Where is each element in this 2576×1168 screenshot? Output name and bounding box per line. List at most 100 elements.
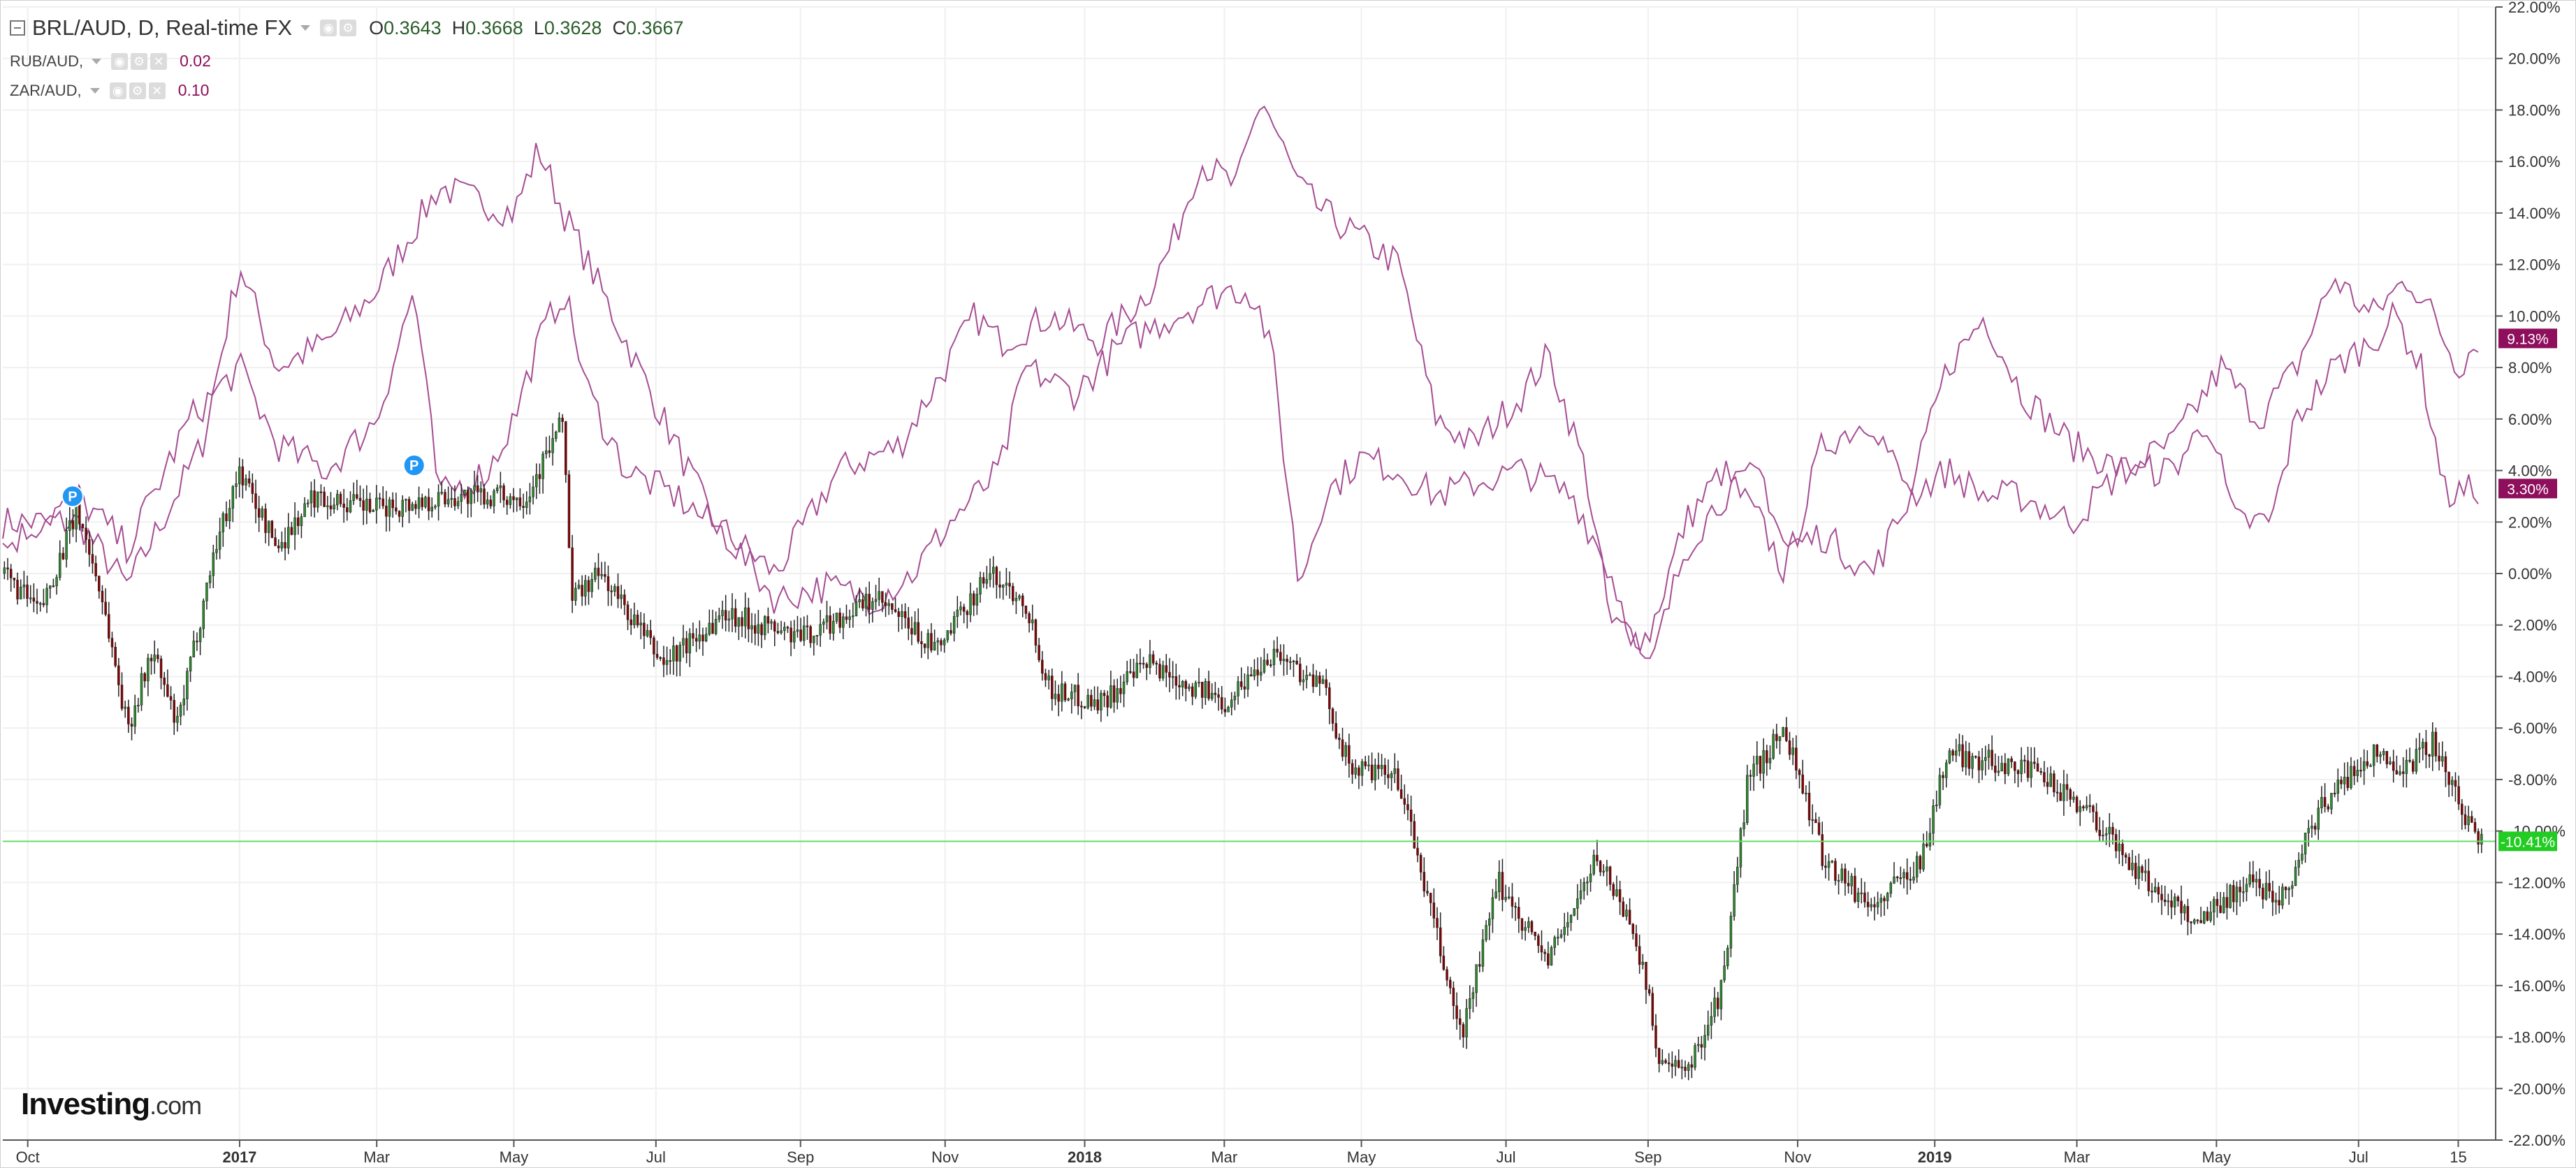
- candle: [649, 620, 652, 645]
- candle-body: [1481, 939, 1485, 967]
- candle: [1592, 849, 1595, 876]
- candle-body: [1289, 661, 1292, 663]
- candle-body: [682, 638, 685, 645]
- candle-body: [2153, 886, 2157, 892]
- candle-body: [463, 490, 466, 495]
- candle-body: [2196, 919, 2199, 921]
- candle-body: [1429, 893, 1432, 903]
- candle-body: [724, 610, 727, 621]
- chevron-down-icon[interactable]: [300, 25, 311, 31]
- candle: [2438, 742, 2440, 771]
- candle: [375, 485, 378, 524]
- compare-value: 0.10: [177, 81, 210, 99]
- close-icon[interactable]: ✕: [148, 82, 166, 99]
- candle: [1112, 679, 1116, 713]
- event-pin[interactable]: P: [61, 485, 84, 508]
- candle-body: [1436, 918, 1439, 928]
- eye-icon[interactable]: ◉: [109, 82, 126, 99]
- main-series-legend: BRL/AUD, D, Real-time FX ◉ ⚙ O0.3643 H0.…: [10, 15, 684, 41]
- candle-body: [825, 615, 829, 622]
- candle-body: [1096, 699, 1099, 710]
- chevron-down-icon[interactable]: [89, 87, 100, 94]
- candle-body: [694, 638, 698, 642]
- candle-body: [2209, 912, 2212, 921]
- candle: [2287, 886, 2290, 905]
- candle: [1338, 733, 1341, 750]
- candle-body: [316, 491, 319, 508]
- candle-body: [221, 513, 225, 532]
- candle-body: [2010, 758, 2013, 762]
- candle: [1742, 810, 1745, 837]
- close-icon[interactable]: ✕: [150, 52, 168, 70]
- candle: [698, 620, 701, 650]
- candle-body: [985, 579, 989, 584]
- y-tick-label: 8.00%: [2508, 359, 2552, 377]
- candle: [208, 570, 212, 589]
- eye-icon[interactable]: ◉: [320, 20, 337, 36]
- candle: [2451, 776, 2454, 796]
- pin-label: P: [409, 458, 419, 474]
- candle: [1647, 984, 1651, 996]
- eye-icon[interactable]: ◉: [111, 52, 129, 70]
- candle-body: [1021, 595, 1024, 606]
- candle-body: [626, 604, 630, 620]
- candle: [1599, 860, 1602, 877]
- candle: [108, 601, 110, 643]
- candle: [946, 630, 949, 643]
- candle: [1508, 886, 1511, 900]
- candle: [1325, 669, 1327, 696]
- candle: [218, 518, 221, 560]
- gear-icon[interactable]: ⚙: [131, 52, 148, 70]
- candle-body: [398, 511, 401, 517]
- candle-body: [1198, 682, 1200, 684]
- candle: [473, 470, 476, 504]
- chevron-down-icon[interactable]: [92, 58, 102, 64]
- event-pins[interactable]: PP: [61, 454, 425, 508]
- candle-body: [1442, 956, 1446, 970]
- candle: [1452, 981, 1455, 1020]
- collapse-legend-icon[interactable]: [10, 20, 25, 36]
- candle: [427, 488, 430, 520]
- candle-body: [998, 584, 1001, 588]
- candle: [701, 627, 704, 656]
- candle: [1468, 985, 1471, 1019]
- candle: [2213, 896, 2215, 926]
- gear-icon[interactable]: ⚙: [129, 82, 146, 99]
- candle-body: [476, 485, 479, 492]
- gear-icon[interactable]: ⚙: [340, 20, 357, 36]
- candle: [137, 697, 140, 713]
- candle-body: [1534, 931, 1536, 936]
- candle-body: [2082, 806, 2085, 809]
- compare-name[interactable]: RUB/AUD,: [10, 52, 84, 70]
- candle: [923, 643, 926, 654]
- candle-body: [1448, 979, 1452, 988]
- candle-body: [845, 616, 848, 620]
- candle-body: [1262, 659, 1266, 673]
- candle: [1889, 881, 1893, 898]
- candle: [1768, 745, 1772, 770]
- candle-body: [1524, 927, 1527, 931]
- candle: [1641, 954, 1645, 970]
- candle-body: [1719, 979, 1723, 1009]
- candle: [995, 565, 998, 599]
- candle-body: [362, 500, 365, 511]
- candle: [91, 539, 94, 574]
- candle-body: [85, 527, 87, 540]
- event-pin[interactable]: P: [402, 454, 425, 477]
- candle: [1488, 912, 1491, 940]
- candle-body: [120, 685, 124, 709]
- candle: [636, 610, 639, 628]
- candle: [1446, 966, 1448, 986]
- symbol-title[interactable]: BRL/AUD, D, Real-time FX: [32, 15, 293, 40]
- candle-body: [1100, 692, 1103, 710]
- candle: [2294, 860, 2297, 886]
- candle: [71, 509, 75, 537]
- compare-name[interactable]: ZAR/AUD,: [10, 81, 82, 99]
- candle-body: [1899, 877, 1902, 879]
- candle: [147, 653, 150, 696]
- candle-body: [38, 603, 42, 605]
- y-tick-label: 0.00%: [2508, 565, 2552, 583]
- candle-body: [2199, 920, 2202, 924]
- candle-body: [460, 494, 463, 502]
